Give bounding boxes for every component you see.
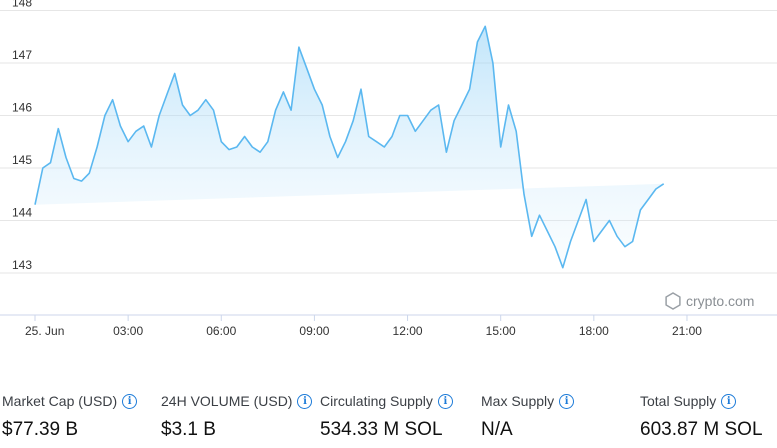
info-icon[interactable]: i [122,393,138,409]
stat-label: Total Supply [640,393,717,409]
x-tick-label: 15:00 [486,324,516,338]
x-tick-label: 21:00 [672,324,702,338]
price-chart-svg: 143 144 145 146 147 148 25. Jun 03:00 06:00 09:00… [0,0,777,338]
stat-value: $3.1 B [161,419,216,440]
stat-value: $77.39 B [2,419,79,440]
watermark-text: crypto.com [686,293,754,309]
stat-circulating-supply: Circulating Supply i 534.33 M SOL [320,393,453,441]
info-icon[interactable]: i [297,393,313,409]
y-tick-label: 148 [12,0,32,10]
x-tick-label: 25. Jun [25,324,64,338]
y-tick-label: 144 [12,206,32,220]
x-tick-label: 06:00 [206,324,236,338]
stat-label: Circulating Supply [320,393,433,409]
info-icon[interactable]: i [437,393,453,409]
x-tick-label: 12:00 [393,324,423,338]
stats-row: Market Cap (USD) i $77.39 B 24H VOLUME (U… [0,393,777,448]
y-tick-label: 143 [12,258,32,272]
crypto-logo-icon [665,292,681,310]
info-icon[interactable]: i [721,393,737,409]
stat-24h-volume: 24H VOLUME (USD) i $3.1 B [161,393,313,441]
x-tick-label: 18:00 [579,324,609,338]
price-area-fill [35,26,664,268]
stat-label: Market Cap (USD) [2,393,118,409]
stat-label: Max Supply [481,393,555,409]
y-tick-label: 146 [12,101,32,115]
y-tick-label: 145 [12,153,32,167]
y-tick-label: 147 [12,48,32,62]
stat-label: 24H VOLUME (USD) [161,393,293,409]
x-tick-label: 09:00 [299,324,329,338]
stat-value: 534.33 M SOL [320,419,443,440]
x-tick-label: 03:00 [113,324,143,338]
stat-market-cap: Market Cap (USD) i $77.39 B [2,393,138,441]
stat-value: N/A [481,419,513,440]
info-icon[interactable]: i [559,393,575,409]
stat-value: 603.87 M SOL [640,419,763,440]
price-chart: 143 144 145 146 147 148 25. Jun 03:00 06:00 09:00… [0,0,777,338]
stat-max-supply: Max Supply i N/A [481,393,575,441]
stat-total-supply: Total Supply i 603.87 M SOL [640,393,763,441]
price-series-line [34,25,665,269]
